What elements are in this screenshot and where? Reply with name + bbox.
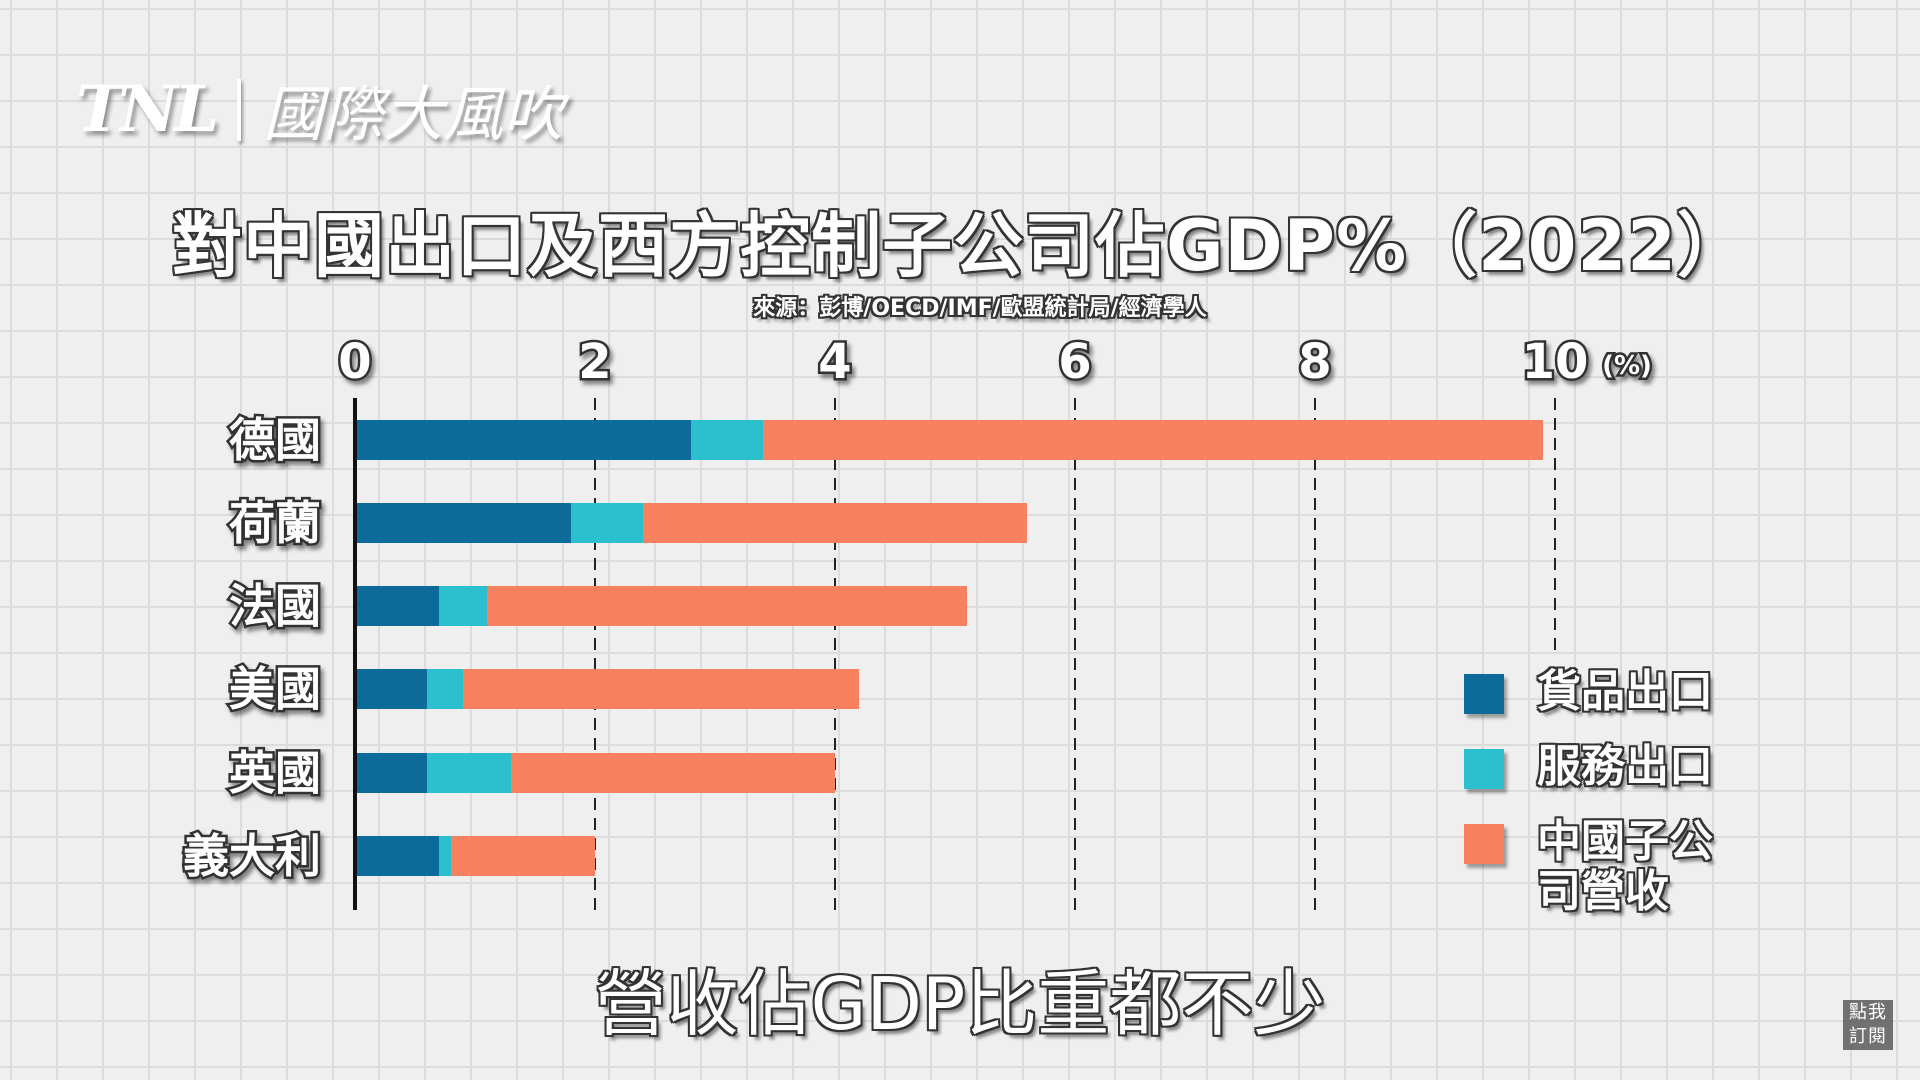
legend-swatch <box>1464 674 1504 714</box>
bar-segment <box>643 503 1027 543</box>
bar-segment <box>355 420 691 460</box>
bar-segment <box>355 836 439 876</box>
category-label: 美國 <box>229 662 321 716</box>
logo-brand: TNL <box>76 72 219 147</box>
bar-segment <box>439 836 451 876</box>
x-tick-label: 4 <box>818 334 851 390</box>
bar-segment <box>355 669 427 709</box>
legend-swatch <box>1464 824 1504 864</box>
x-tick-label: 8 <box>1298 334 1331 390</box>
category-label: 德國 <box>229 413 321 467</box>
bar-segment <box>511 753 835 793</box>
x-tick-label: 2 <box>578 334 611 390</box>
category-label: 英國 <box>229 746 321 800</box>
chart-source: 來源：彭博/OECD/IMF/歐盟統計局/經濟學人 <box>753 296 1207 321</box>
bar-segment <box>487 586 967 626</box>
bar-segment <box>427 753 511 793</box>
chart-title: 對中國出口及西方控制子公司佔GDP%（2022） <box>172 205 1748 287</box>
category-label: 法國 <box>229 579 321 633</box>
logo-channel-name: 國際大風吹 <box>263 80 564 150</box>
logo-divider <box>237 78 242 141</box>
subscribe-button[interactable]: 點我 訂閱 <box>1843 1000 1893 1050</box>
x-tick-label: 10 <box>1522 334 1589 390</box>
category-label: 荷蘭 <box>229 496 321 550</box>
legend-swatch <box>1464 749 1504 789</box>
legend-label: 貨品出口 <box>1537 666 1713 717</box>
legend-label: 服務出口 <box>1537 741 1713 792</box>
bar-segment <box>427 669 463 709</box>
category-label: 義大利 <box>183 829 321 883</box>
bar-segment <box>571 503 643 543</box>
bar-segment <box>355 753 427 793</box>
bar-segment <box>355 503 571 543</box>
bar-segment <box>763 420 1543 460</box>
subtitle-caption: 營收佔GDP比重都不少 <box>594 962 1326 1046</box>
logo: TNL 國際大風吹 <box>76 72 563 150</box>
bar-segment <box>451 836 595 876</box>
bar-segment <box>691 420 763 460</box>
bar-segment <box>463 669 859 709</box>
bar-segment <box>355 586 439 626</box>
legend-label: 中國子公司營收 <box>1537 816 1713 917</box>
subscribe-line2: 訂閱 <box>1849 1026 1887 1047</box>
x-tick-label: 0 <box>338 334 371 390</box>
x-tick-label: 6 <box>1058 334 1091 390</box>
subscribe-line1: 點我 <box>1849 1002 1887 1023</box>
bar-segment <box>439 586 487 626</box>
x-axis-unit: (%) <box>1602 351 1652 381</box>
